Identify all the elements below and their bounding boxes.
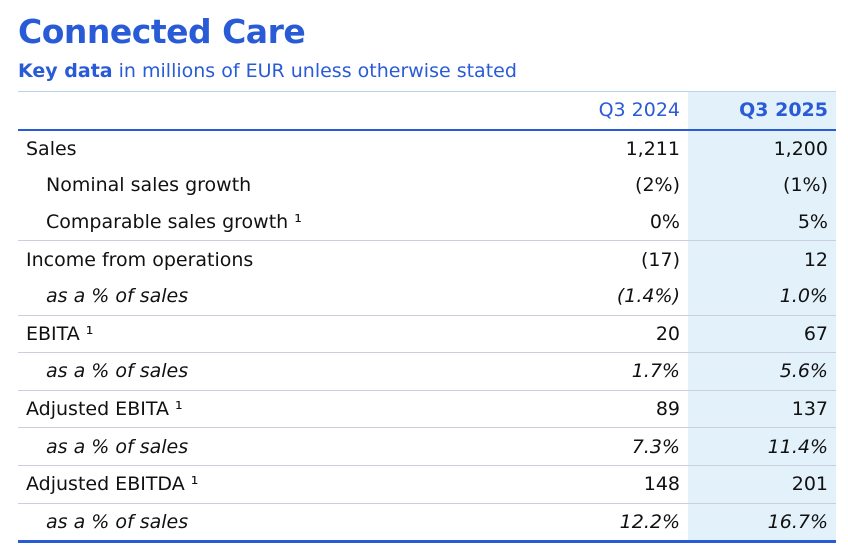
cell-value: 7.3% [540, 427, 688, 466]
cell-value: 1,200 [688, 129, 836, 168]
row-label: EBITA ¹ [18, 315, 540, 354]
cell-value: 16.7% [688, 503, 836, 544]
column-header: Q3 2024 [540, 90, 688, 131]
cell-value: 5% [688, 203, 836, 242]
row-label: as a % of sales [18, 277, 540, 316]
table-row: Sales 1,211 1,200 [18, 129, 836, 168]
key-data-table: Q3 2024 Q3 2025 Sales 1,211 1,200 Nominal s… [18, 90, 836, 544]
row-label: as a % of sales [18, 352, 540, 391]
header-cell [18, 90, 540, 131]
row-label: Income from operations [26, 248, 254, 271]
row-label: Sales [26, 137, 77, 160]
cell-value: (1.4%) [540, 277, 688, 316]
row-label: Nominal sales growth [46, 174, 252, 197]
cell-value: 1.7% [540, 352, 688, 391]
table-row: as a % of sales 1.7% 5.6% [18, 352, 836, 391]
table-row: as a % of sales (1.4%) 1.0% [18, 277, 836, 316]
row-label: Adjusted EBITDA ¹ [18, 465, 540, 504]
subtitle-bold: Key data [18, 60, 113, 82]
row-label: Comparable sales growth ¹ [18, 203, 540, 242]
row-label: as a % of sales [18, 503, 540, 544]
cell-value: 12 [688, 240, 836, 278]
cell-value: 67 [688, 315, 836, 354]
table-row: Nominal sales growth (2%) (1%) [18, 167, 836, 204]
row-label: Adjusted EBITA ¹ [18, 390, 540, 429]
row-label: as a % of sales [18, 427, 540, 466]
table-row: EBITA ¹ 20 67 [18, 315, 836, 354]
cell-value: 148 [540, 465, 688, 504]
cell-value: 1.0% [688, 277, 836, 316]
column-header: Q3 2025 [688, 90, 836, 131]
table-row: as a % of sales 12.2% 16.7% [18, 503, 836, 544]
table-row: Adjusted EBITA ¹ 89 137 [18, 390, 836, 429]
cell-value: 201 [688, 465, 836, 504]
cell-value: 1,211 [625, 137, 680, 160]
cell-value: 11.4% [688, 427, 836, 466]
cell-value: (1%) [688, 167, 836, 204]
subtitle: Key data in millions of EUR unless other… [18, 60, 517, 82]
table-row: Adjusted EBITDA ¹ 148 201 [18, 465, 836, 504]
cell-value: 20 [540, 315, 688, 354]
cell-value: 12.2% [540, 503, 688, 544]
cell-value: (2%) [635, 174, 680, 197]
cell-value: 5.6% [688, 352, 836, 391]
title: Connected Care [18, 12, 306, 51]
table-row: as a % of sales 7.3% 11.4% [18, 427, 836, 466]
table-row: Comparable sales growth ¹ 0% 5% [18, 203, 836, 242]
cell-value: (17) [640, 248, 680, 271]
subtitle-text: in millions of EUR unless otherwise stat… [118, 60, 517, 82]
cell-value: 0% [540, 203, 688, 242]
cell-value: 137 [688, 390, 836, 429]
cell-value: 89 [540, 390, 688, 429]
table-row: Income from operations (17) 12 [18, 240, 836, 278]
header-row: Q3 2024 Q3 2025 [18, 90, 836, 131]
